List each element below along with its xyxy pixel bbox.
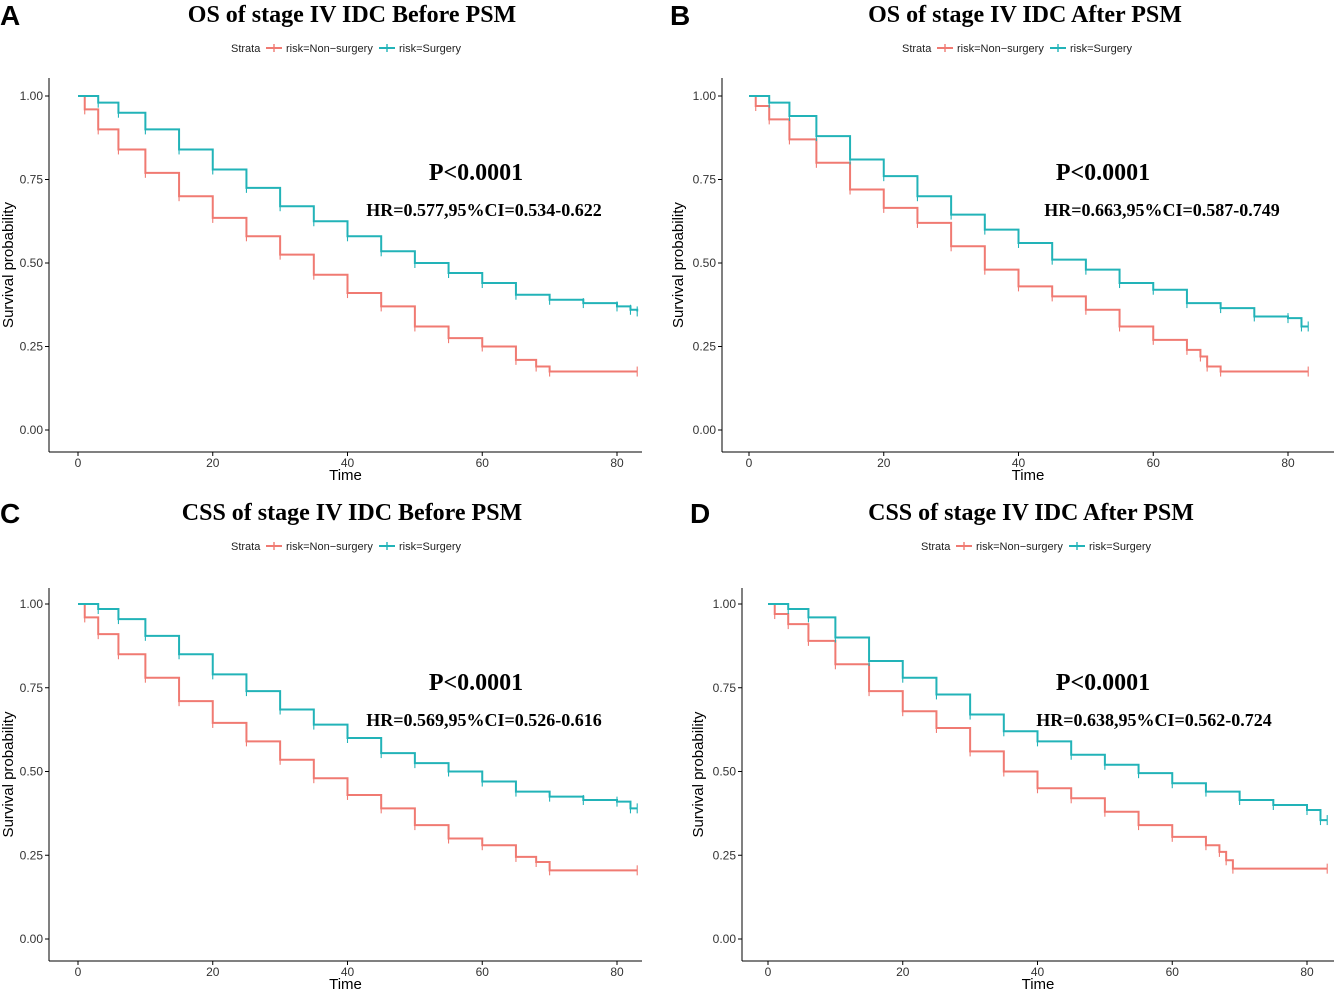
hazard-ratio: HR=0.577,95%CI=0.534-0.622 <box>366 200 602 220</box>
x-tick-label: 60 <box>476 965 490 979</box>
panel-b: B OS of stage IV IDC After PSM Strata risk=… <box>670 0 1334 484</box>
x-tick-label: 80 <box>610 965 624 979</box>
legend-entry: risk=Surgery <box>1070 43 1133 55</box>
panel-d: D CSS of stage IV IDC After PSM Strata risk… <box>690 498 1334 989</box>
panel-title: OS of stage IV IDC After PSM <box>868 2 1182 28</box>
y-tick-label: 0.00 <box>693 423 717 437</box>
x-tick-label: 20 <box>877 456 891 470</box>
hazard-ratio: HR=0.569,95%CI=0.526-0.616 <box>366 710 602 730</box>
y-tick-label: 1.00 <box>713 597 737 611</box>
hazard-ratio: HR=0.663,95%CI=0.587-0.749 <box>1044 200 1280 220</box>
x-tick-label: 0 <box>746 456 753 470</box>
panel-a: A OS of stage IV IDC Before PSM Strata risk… <box>0 0 642 484</box>
survival-curve-surgery <box>749 95 1309 328</box>
panel-letter: A <box>0 0 20 31</box>
y-tick-label: 0.25 <box>20 848 44 862</box>
p-value: P<0.0001 <box>429 670 523 696</box>
legend-title: Strata <box>921 541 951 553</box>
x-axis-label: Time <box>329 976 362 989</box>
x-axis-label: Time <box>329 467 362 484</box>
x-tick-label: 60 <box>476 456 490 470</box>
y-tick-label: 0.00 <box>713 932 737 946</box>
y-tick-label: 0.75 <box>713 681 737 695</box>
x-tick-label: 40 <box>1031 965 1045 979</box>
legend-title: Strata <box>231 43 261 55</box>
y-tick-label: 1.00 <box>693 89 717 103</box>
panel-letter: D <box>690 498 710 529</box>
x-axis-label: Time <box>1012 467 1045 484</box>
y-tick-label: 0.00 <box>20 932 44 946</box>
legend-title: Strata <box>902 43 932 55</box>
p-value: P<0.0001 <box>429 160 523 186</box>
legend-entry: risk=Non−surgery <box>286 43 373 55</box>
panel-letter: C <box>0 498 20 529</box>
legend-entry: risk=Non−surgery <box>957 43 1044 55</box>
x-tick-label: 80 <box>610 456 624 470</box>
x-tick-label: 60 <box>1147 456 1161 470</box>
y-tick-label: 0.00 <box>20 423 44 437</box>
legend-entry: risk=Non−surgery <box>286 541 373 553</box>
x-tick-label: 0 <box>75 456 82 470</box>
x-tick-label: 40 <box>1012 456 1026 470</box>
x-tick-label: 20 <box>896 965 910 979</box>
legend: Strata risk=Non−surgery risk=Surgery <box>231 541 462 553</box>
panel-title: CSS of stage IV IDC Before PSM <box>182 500 522 526</box>
y-tick-label: 0.25 <box>713 848 737 862</box>
x-tick-label: 80 <box>1281 456 1295 470</box>
y-tick-label: 0.75 <box>693 173 717 187</box>
y-tick-label: 0.50 <box>20 256 44 270</box>
panel-title: CSS of stage IV IDC After PSM <box>868 500 1194 526</box>
x-tick-label: 60 <box>1166 965 1180 979</box>
panel-letter: B <box>670 0 690 31</box>
hazard-ratio: HR=0.638,95%CI=0.562-0.724 <box>1036 710 1272 730</box>
y-tick-label: 0.50 <box>693 256 717 270</box>
x-tick-label: 20 <box>206 456 220 470</box>
y-tick-label: 1.00 <box>20 597 44 611</box>
survival-curve-non-surgery <box>768 603 1328 870</box>
y-tick-label: 0.25 <box>20 340 44 354</box>
legend-entry: risk=Surgery <box>1089 541 1152 553</box>
y-tick-label: 0.50 <box>713 765 737 779</box>
survival-curve-non-surgery <box>749 95 1309 373</box>
legend-entry: risk=Non−surgery <box>976 541 1063 553</box>
x-tick-label: 40 <box>341 965 355 979</box>
x-tick-label: 40 <box>341 456 355 470</box>
x-tick-label: 0 <box>765 965 772 979</box>
legend-title: Strata <box>231 541 261 553</box>
y-axis-label: Survival probability <box>670 202 687 328</box>
y-tick-label: 1.00 <box>20 89 44 103</box>
p-value: P<0.0001 <box>1056 670 1150 696</box>
p-value: P<0.0001 <box>1056 160 1150 186</box>
legend: Strata risk=Non−surgery risk=Surgery <box>921 541 1152 553</box>
legend-entry: risk=Surgery <box>399 541 462 553</box>
y-axis-label: Survival probability <box>0 202 17 328</box>
x-tick-label: 0 <box>75 965 82 979</box>
x-axis-label: Time <box>1022 976 1055 989</box>
x-tick-label: 80 <box>1300 965 1314 979</box>
legend: Strata risk=Non−surgery risk=Surgery <box>231 43 462 55</box>
y-tick-label: 0.75 <box>20 681 44 695</box>
legend: Strata risk=Non−surgery risk=Surgery <box>902 43 1133 55</box>
panel-title: OS of stage IV IDC Before PSM <box>188 2 516 28</box>
y-axis-label: Survival probability <box>690 711 707 837</box>
survival-curve-surgery <box>768 603 1328 822</box>
y-tick-label: 0.25 <box>693 340 717 354</box>
x-tick-label: 20 <box>206 965 220 979</box>
y-tick-label: 0.75 <box>20 173 44 187</box>
legend-entry: risk=Surgery <box>399 43 462 55</box>
survival-curve-non-surgery <box>78 95 638 373</box>
y-tick-label: 0.50 <box>20 765 44 779</box>
y-axis-label: Survival probability <box>0 711 17 837</box>
survival-curve-surgery <box>78 603 638 810</box>
panel-c: C CSS of stage IV IDC Before PSM Strata ris… <box>0 498 642 989</box>
